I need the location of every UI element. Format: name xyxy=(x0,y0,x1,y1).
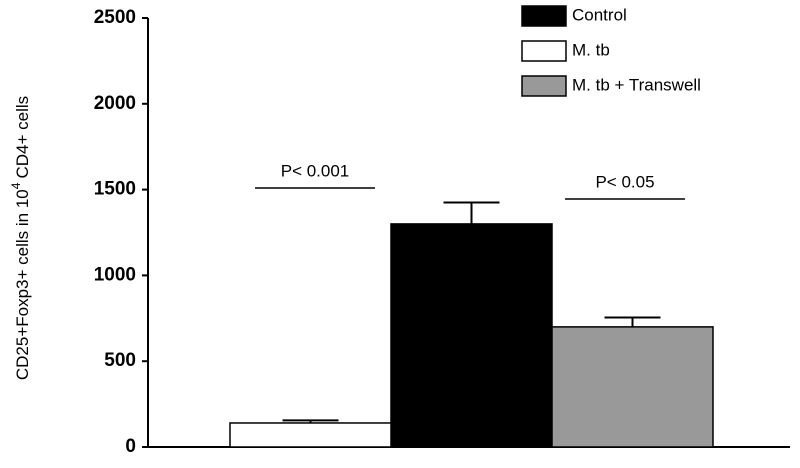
bar xyxy=(551,326,714,448)
legend-label: Control xyxy=(572,5,627,24)
legend-swatch xyxy=(521,40,567,62)
legend-swatch xyxy=(521,5,567,27)
bar xyxy=(390,223,553,448)
legend-swatch xyxy=(521,75,567,97)
y-label-end: CD4+ cells xyxy=(13,96,32,179)
bar xyxy=(229,422,392,448)
y-tick-label: 0 xyxy=(125,436,136,457)
y-label-main: CD25+Foxp3+ cells in 10 xyxy=(13,189,32,380)
annotation: P< 0.001 xyxy=(281,161,350,180)
y-tick-label: 1500 xyxy=(94,179,136,200)
y-label-sup: 4 xyxy=(9,182,23,189)
y-tick-label: 1000 xyxy=(94,264,136,285)
legend-label: M. tb xyxy=(572,40,610,59)
y-tick-label: 2000 xyxy=(94,93,136,114)
y-axis-label: CD25+Foxp3+ cells in 104 CD4+ cells xyxy=(9,96,32,380)
y-tick-label: 2500 xyxy=(94,7,136,28)
y-tick-label: 500 xyxy=(104,350,136,371)
legend-label: M. tb + Transwell xyxy=(572,75,701,94)
annotation: P< 0.05 xyxy=(595,172,654,191)
